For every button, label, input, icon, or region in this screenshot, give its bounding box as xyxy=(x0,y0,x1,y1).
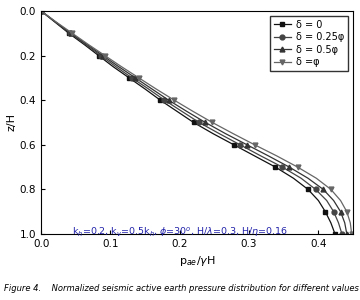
δ = 0 xyxy=(252,154,257,158)
Text: Figure 4.    Normalized seismic active earth pressure distribution for different: Figure 4. Normalized seismic active eart… xyxy=(4,284,360,293)
δ = 0 xyxy=(175,110,179,113)
δ = 0 xyxy=(231,143,236,147)
δ = 0 xyxy=(127,76,131,80)
δ = 0 xyxy=(53,20,57,24)
δ =φ xyxy=(338,199,343,202)
X-axis label: p$_{ae}$/$\gamma$H: p$_{ae}$/$\gamma$H xyxy=(179,254,215,268)
δ = 0.5φ xyxy=(345,232,349,236)
δ =φ xyxy=(86,43,90,46)
δ = 0 xyxy=(39,9,43,13)
δ = 0.25φ xyxy=(180,110,184,113)
δ = 0 xyxy=(316,199,320,202)
δ = 0 xyxy=(143,87,147,91)
δ =φ xyxy=(314,176,319,180)
δ = 0.5φ xyxy=(133,76,138,80)
δ = 0.25φ xyxy=(259,154,263,158)
δ = 0.5φ xyxy=(321,188,325,191)
δ = 0.5φ xyxy=(85,43,89,46)
Line: δ =φ: δ =φ xyxy=(39,8,354,236)
δ = 0.5φ xyxy=(39,9,43,13)
δ =φ xyxy=(231,132,235,135)
δ = 0.25φ xyxy=(238,143,242,147)
δ = 0.25φ xyxy=(162,98,167,102)
δ = 0.25φ xyxy=(336,221,341,225)
δ =φ xyxy=(154,87,158,91)
δ = 0.25φ xyxy=(114,65,118,68)
Line: δ = 0.25φ: δ = 0.25φ xyxy=(39,8,345,236)
δ = 0 xyxy=(82,43,86,46)
δ = 0.5φ xyxy=(150,87,154,91)
δ =φ xyxy=(191,110,195,113)
δ = 0.5φ xyxy=(166,98,171,102)
δ =φ xyxy=(275,154,279,158)
δ =φ xyxy=(137,76,141,80)
δ =φ xyxy=(350,232,354,236)
δ = 0 xyxy=(96,54,101,57)
δ =φ xyxy=(210,121,215,124)
δ =φ xyxy=(70,32,75,35)
δ = 0 xyxy=(273,165,278,169)
δ = 0.5φ xyxy=(69,32,73,35)
δ = 0.5φ xyxy=(223,132,228,135)
Line: δ = 0.5φ: δ = 0.5φ xyxy=(39,8,349,236)
Line: δ = 0: δ = 0 xyxy=(39,8,337,236)
δ = 0.25φ xyxy=(325,199,329,202)
δ = 0 xyxy=(192,121,196,124)
δ = 0.5φ xyxy=(343,221,347,225)
δ = 0.5φ xyxy=(287,165,292,169)
δ =φ xyxy=(39,9,43,13)
δ = 0 xyxy=(306,188,310,191)
δ = 0 xyxy=(158,98,162,102)
δ =φ xyxy=(296,165,300,169)
δ = 0.25φ xyxy=(314,188,318,191)
δ = 0.5φ xyxy=(101,54,105,57)
δ = 0 xyxy=(211,132,215,135)
δ =φ xyxy=(345,210,349,214)
δ = 0.5φ xyxy=(245,143,249,147)
δ = 0.25φ xyxy=(99,54,103,57)
δ =φ xyxy=(120,65,124,68)
δ =φ xyxy=(54,20,58,24)
δ = 0.25φ xyxy=(217,132,221,135)
δ =φ xyxy=(172,98,176,102)
Legend: δ = 0, δ = 0.25φ, δ = 0.5φ, δ =φ: δ = 0, δ = 0.25φ, δ = 0.5φ, δ =φ xyxy=(270,16,348,71)
δ = 0.5φ xyxy=(54,20,58,24)
δ = 0 xyxy=(291,176,296,180)
δ = 0.5φ xyxy=(266,154,271,158)
δ = 0.25φ xyxy=(54,20,58,24)
δ = 0.25φ xyxy=(68,32,72,35)
δ = 0.25φ xyxy=(83,43,87,46)
δ = 0 xyxy=(323,210,328,214)
Text: k$_h$=0.2, k$_v$=0.5k$_h$, $\phi$=30$^o$, H/$\lambda$=0.3, H/$\eta$=0.16: k$_h$=0.2, k$_v$=0.5k$_h$, $\phi$=30$^o$… xyxy=(72,225,288,239)
δ = 0.25φ xyxy=(197,121,201,124)
δ =φ xyxy=(252,143,257,147)
δ =φ xyxy=(329,188,333,191)
δ = 0 xyxy=(67,32,71,35)
δ = 0 xyxy=(111,65,115,68)
δ = 0.5φ xyxy=(306,176,310,180)
δ = 0.5φ xyxy=(338,210,343,214)
δ = 0 xyxy=(333,232,337,236)
δ = 0.25φ xyxy=(130,76,134,80)
δ = 0.5φ xyxy=(332,199,336,202)
δ = 0.25φ xyxy=(147,87,151,91)
δ = 0.25φ xyxy=(299,176,303,180)
δ = 0 xyxy=(329,221,333,225)
δ = 0.5φ xyxy=(117,65,121,68)
δ = 0.25φ xyxy=(39,9,43,13)
δ = 0.5φ xyxy=(203,121,208,124)
δ =φ xyxy=(348,221,352,225)
δ = 0.5φ xyxy=(185,110,189,113)
Y-axis label: z/H: z/H xyxy=(7,113,17,131)
δ = 0.25φ xyxy=(332,210,336,214)
δ = 0.25φ xyxy=(280,165,284,169)
δ =φ xyxy=(103,54,107,57)
δ = 0.25φ xyxy=(340,232,344,236)
